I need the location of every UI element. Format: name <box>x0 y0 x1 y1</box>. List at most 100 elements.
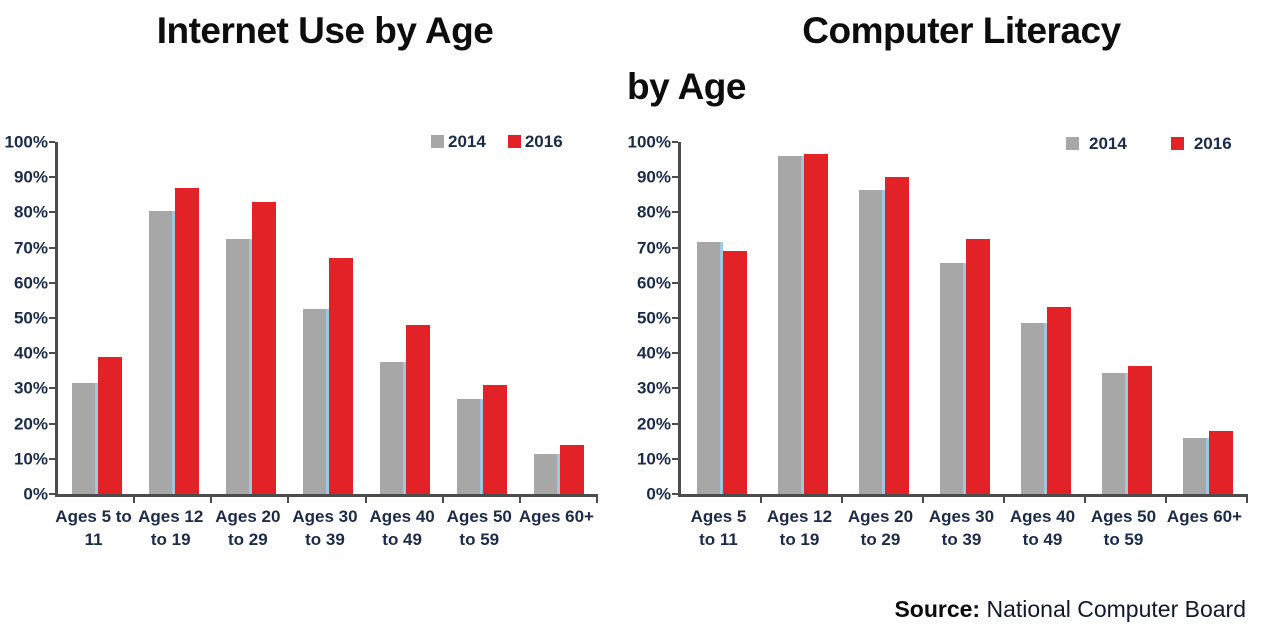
x-axis-label-ages-5-to-11: Ages 5 to 11 <box>690 507 747 549</box>
y-axis-tick-mark <box>672 211 678 214</box>
y-axis-tick-mark <box>672 246 678 249</box>
y-axis-tick-label-70: 70% <box>636 238 671 258</box>
x-axis-tick-mark <box>518 497 521 503</box>
y-axis-tick-mark <box>672 387 678 390</box>
x-axis-labels: Ages 5 to 11 Ages 12 to 19 Ages 20 to 29 Ages … <box>55 505 595 551</box>
bar-2014-ages-20-to-29 <box>858 189 882 494</box>
bar-group-ages-5-to-11 <box>58 142 135 494</box>
x-axis-tick-mark <box>1246 497 1248 503</box>
x-axis-tick-mark <box>1084 497 1086 503</box>
bar-edge-highlight <box>557 453 561 494</box>
bar-2014-ages-12-to-19 <box>777 156 801 494</box>
y-axis-tick-mark <box>49 211 55 214</box>
bar-2014-ages-30-to-39 <box>939 263 963 494</box>
y-axis-tick-mark <box>49 246 55 249</box>
y-axis-tick-label-50: 50% <box>636 308 671 328</box>
bar-edge-highlight <box>325 309 329 494</box>
y-axis-tick-mark <box>672 317 678 319</box>
y-axis-tick-label-0: 0% <box>23 484 48 504</box>
legend-label-2016: 2016 <box>1193 134 1232 153</box>
y-axis-tick-label-20: 20% <box>636 414 671 434</box>
x-axis-label-ages-60: Ages 60+ <box>1166 507 1243 526</box>
bar-2014-ages-40-to-49 <box>380 362 404 494</box>
x-axis-labels: Ages 5 to 11 Ages 12 to 19 Ages 20 to 29 Ages … <box>678 505 1245 551</box>
legend: 2014 2016 <box>431 133 563 150</box>
bar-group-ages-12-to-19 <box>762 142 843 494</box>
legend-label-2014: 2014 <box>1089 134 1127 153</box>
bar-2014-ages-5-to-11 <box>696 242 720 494</box>
y-axis-tick-mark <box>672 176 678 179</box>
x-axis-tick-mark <box>1002 497 1005 503</box>
bar-2016-ages-12-to-19 <box>803 154 828 494</box>
y-axis-tick-mark <box>49 352 55 355</box>
bar-group-ages-20-to-29 <box>843 142 924 494</box>
x-axis-tick-mark <box>759 497 762 503</box>
y-axis-tick-mark <box>672 352 678 355</box>
bar-2014-ages-20-to-29 <box>225 238 249 494</box>
bar-2016-ages-30-to-39 <box>965 238 990 494</box>
bar-2016-ages-40-to-49 <box>406 325 431 494</box>
y-axis-tick-label-80: 80% <box>636 202 671 222</box>
legend-swatch-2014 <box>1066 137 1079 150</box>
x-axis-tick-mark <box>596 497 598 503</box>
legend-swatch-2014 <box>431 135 444 148</box>
bar-groups <box>681 142 1248 494</box>
y-axis-tick-label-60: 60% <box>13 273 48 293</box>
bar-edge-highlight <box>1205 437 1209 494</box>
y-axis-tick-label-10: 10% <box>636 449 671 469</box>
bar-2016-ages-30-to-39 <box>328 258 353 494</box>
bar-2014-ages-50-to-59 <box>457 398 481 494</box>
x-axis-tick-mark <box>287 497 290 503</box>
y-axis-tick-mark <box>672 457 678 460</box>
bar-edge-highlight <box>248 238 252 494</box>
y-axis-tick-mark <box>672 422 678 425</box>
bar-group-ages-50-to-59 <box>1086 142 1167 494</box>
chart-title-line-2: by Age <box>627 66 746 107</box>
y-axis-tick-label-100: 100% <box>4 132 48 152</box>
bar-edge-highlight <box>94 383 98 494</box>
legend-label-2016: 2016 <box>524 132 563 151</box>
x-axis-label-ages-30-to-39: Ages 30 to 39 <box>292 507 358 549</box>
chart-title: Internet Use by Age <box>156 10 494 51</box>
y-axis-tick-mark <box>49 457 55 460</box>
y-axis-tick-label-30: 30% <box>13 378 48 398</box>
y-axis-tick-label-40: 40% <box>13 343 48 363</box>
y-axis-tick-mark <box>49 281 55 284</box>
bar-group-ages-50-to-59 <box>444 142 521 494</box>
y-axis-tick-label-70: 70% <box>13 238 48 258</box>
bar-group-ages-5-to-11 <box>681 142 762 494</box>
x-axis-label-ages-60: Ages 60+ <box>518 507 594 526</box>
bar-2016-ages-20-to-29 <box>884 177 909 494</box>
bar-2014-ages-50-to-59 <box>1101 372 1125 494</box>
bar-group-ages-40-to-49 <box>1005 142 1086 494</box>
x-axis-label-ages-40-to-49: Ages 40 to 49 <box>369 507 435 549</box>
bar-edge-highlight <box>1043 323 1047 494</box>
y-axis-tick-mark <box>49 317 55 319</box>
y-axis-tick-mark <box>49 422 55 425</box>
chart-title-line-1: Computer Literacy <box>802 10 1121 51</box>
x-axis-tick-mark <box>441 497 444 503</box>
bar-edge-highlight <box>171 210 175 494</box>
y-axis-tick-mark <box>49 141 55 143</box>
bar-group-ages-20-to-29 <box>212 142 289 494</box>
y-axis-tick-label-90: 90% <box>636 167 671 187</box>
y-axis-tick-label-30: 30% <box>636 378 671 398</box>
bar-edge-highlight <box>962 263 966 494</box>
bar-2016-ages-5-to-11 <box>722 251 747 494</box>
legend-swatch-2016 <box>1170 137 1184 150</box>
legend-label-2014: 2014 <box>448 132 486 151</box>
x-axis-tick-mark <box>922 497 924 503</box>
bar-edge-highlight <box>719 242 723 494</box>
source-text: National Computer Board <box>980 596 1246 622</box>
x-axis-label-ages-12-to-19: Ages 12 to 19 <box>766 507 833 549</box>
y-axis-tick-label-100: 100% <box>627 132 671 152</box>
source-attribution: Source: National Computer Board <box>894 596 1246 623</box>
bar-group-ages-30-to-39 <box>924 142 1005 494</box>
bar-edge-highlight <box>403 362 407 494</box>
bar-2016-ages-50-to-59 <box>1127 365 1152 494</box>
bar-2016-ages-60 <box>560 444 585 494</box>
y-axis-tick-mark <box>49 493 55 495</box>
y-axis-tick-mark <box>672 493 678 495</box>
